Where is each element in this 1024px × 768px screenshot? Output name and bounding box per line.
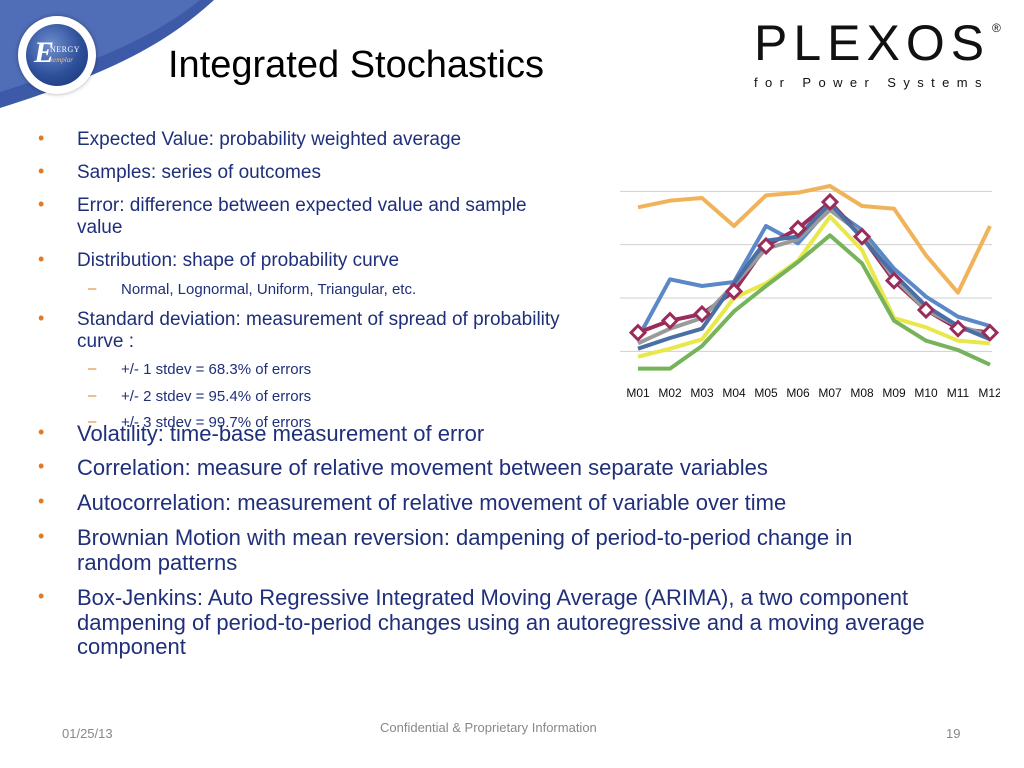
footer-confidential: Confidential & Proprietary Information — [380, 720, 597, 735]
bullet-item-continued: component — [77, 634, 186, 659]
bullet-marker: • — [38, 161, 45, 181]
data-point-marker — [916, 300, 936, 320]
logo-emblem: E NERGY xemplar — [26, 24, 88, 86]
sub-bullet-item: +/- 3 stdev = 99.7% of errors — [121, 414, 312, 431]
x-tick-label: M06 — [786, 386, 810, 400]
logo-line1: NERGY — [50, 45, 81, 54]
data-point-marker — [724, 282, 744, 301]
chart-series — [636, 184, 992, 371]
x-tick-label: M07 — [818, 386, 842, 400]
company-logo: E NERGY xemplar — [18, 16, 96, 94]
data-point-marker — [692, 304, 712, 324]
bullet-item: Expected Value: probability weighted ave… — [77, 129, 462, 150]
registered-mark: ® — [992, 21, 1001, 35]
x-tick-label: M02 — [658, 386, 682, 400]
data-point-marker — [756, 236, 776, 256]
data-point-marker — [820, 192, 840, 212]
bullet-marker: • — [38, 586, 45, 606]
x-tick-label: M10 — [914, 386, 938, 400]
chart-x-axis: M01 M02 M03 M04 M05 M06 M07 M08 M09 M10 M11 M12 — [626, 386, 1000, 400]
data-point-marker — [852, 227, 872, 246]
logo-letter: E — [34, 36, 55, 69]
line-chart: M01 M02 M03 M04 M05 M06 M07 M08 M09 M10 M11 M12 — [620, 184, 1000, 400]
bullet-item: Box-Jenkins: Auto Regressive Integrated … — [77, 585, 909, 610]
x-tick-label: M01 — [626, 386, 650, 400]
bullet-marker: • — [38, 456, 45, 476]
sub-bullet-item: +/- 2 stdev = 95.4% of errors — [121, 388, 312, 405]
series-line-1 — [637, 184, 992, 295]
bullet-item: Correlation: measure of relative movemen… — [77, 455, 768, 480]
sub-bullet-marker: – — [88, 387, 97, 404]
x-tick-label: M08 — [850, 386, 874, 400]
bullet-item: Samples: series of outcomes — [77, 162, 321, 183]
brand-logo: PLEXOS ® for Power Systems — [754, 15, 1004, 90]
bullet-item-continued: dampening of period-to-period changes us… — [77, 610, 925, 635]
bullet-item-continued: curve : — [77, 331, 135, 352]
data-point-marker — [948, 319, 968, 338]
x-tick-label: M04 — [722, 386, 746, 400]
bullet-item-continued: value — [77, 217, 123, 238]
x-tick-label: M05 — [754, 386, 778, 400]
bullet-marker: • — [38, 308, 45, 328]
bullet-item: Autocorrelation: measurement of relative… — [77, 490, 787, 515]
chart-markers — [628, 192, 1000, 342]
sub-bullet-item: Normal, Lognormal, Uniform, Triangular, … — [121, 281, 417, 298]
data-point-marker — [628, 323, 648, 342]
brand-tagline: for Power Systems — [754, 75, 989, 90]
data-point-marker — [660, 311, 680, 330]
page-number: 19 — [946, 726, 961, 741]
data-point-marker — [788, 219, 808, 238]
series-line-4 — [637, 208, 991, 346]
bullet-item: Standard deviation: measurement of sprea… — [77, 309, 560, 330]
bullet-marker: • — [38, 526, 45, 546]
x-tick-label: M09 — [882, 386, 906, 400]
data-point-marker — [884, 271, 904, 290]
series-line-7 — [638, 233, 991, 371]
data-point-marker — [980, 323, 1000, 342]
x-tick-label: M12 — [978, 386, 1000, 400]
x-tick-label: M11 — [947, 386, 970, 400]
bullet-item-continued: random patterns — [77, 550, 238, 575]
brand-name: PLEXOS — [754, 15, 991, 71]
bullet-marker: • — [38, 491, 45, 511]
x-tick-label: M03 — [690, 386, 714, 400]
bullet-item: Volatility: time-base measurement of err… — [77, 421, 485, 446]
bullet-item: Error: difference between expected value… — [77, 195, 527, 216]
logo-line2: xemplar — [50, 56, 73, 64]
bullet-item: Brownian Motion with mean reversion: dam… — [77, 525, 853, 550]
sub-bullet-marker: – — [88, 413, 97, 430]
bullet-item: Distribution: shape of probability curve — [77, 250, 400, 271]
footer-date: 01/25/13 — [62, 726, 113, 741]
bullet-marker: • — [38, 422, 45, 442]
series-line-6 — [637, 214, 991, 359]
slide-title: Integrated Stochastics — [168, 44, 544, 86]
bullet-marker: • — [38, 249, 45, 269]
sub-bullet-item: +/- 1 stdev = 68.3% of errors — [121, 361, 312, 378]
bullet-marker: • — [38, 194, 45, 214]
sub-bullet-marker: – — [88, 280, 97, 297]
sub-bullet-marker: – — [88, 360, 97, 377]
bullet-marker: • — [38, 128, 45, 148]
